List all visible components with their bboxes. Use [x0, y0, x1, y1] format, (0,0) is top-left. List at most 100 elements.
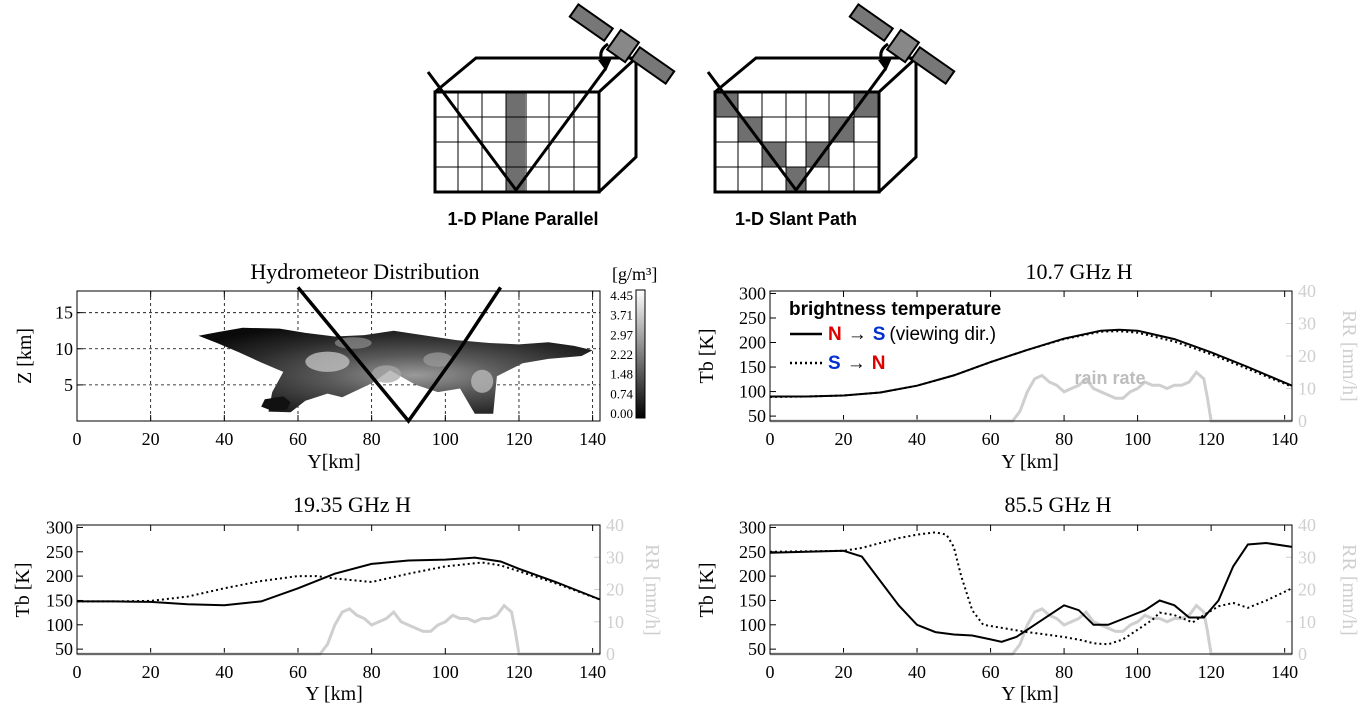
- y-axis-label: Tb [K]: [12, 563, 34, 618]
- right-tick-label: 10: [1298, 612, 1316, 632]
- chart-title: Hydrometeor Distribution: [250, 259, 479, 284]
- colorbar-tick-label: 0.74: [610, 386, 633, 401]
- grid-box-outline: [714, 56, 920, 194]
- y-tick-label: 150: [739, 357, 766, 377]
- x-tick-label: 60: [289, 429, 307, 449]
- grid-box-outline: [434, 56, 640, 194]
- y-tick-label: 15: [55, 303, 73, 323]
- y-tick-label: 250: [46, 542, 73, 562]
- right-tick-label: 0: [1298, 411, 1307, 431]
- legend-note: (viewing dir.): [889, 324, 996, 345]
- right-tick-label: 20: [1298, 580, 1316, 600]
- legend-entry: N → S (viewing dir.): [828, 324, 996, 345]
- x-tick-label: 100: [432, 429, 459, 449]
- x-tick-label: 0: [73, 429, 82, 449]
- x-tick-label: 0: [766, 429, 775, 449]
- plot-frame: [76, 290, 601, 422]
- tb-19-35-chart: 19.35 GHz HY [km]Tb [K]0 20 40 60 80 100 120 14…: [12, 492, 663, 705]
- legend-from: N: [828, 324, 842, 345]
- right-tick-label: 40: [1298, 515, 1316, 535]
- x-axis-label: Y [km]: [305, 683, 363, 705]
- hydrometeor-core: [371, 365, 402, 383]
- x-tick-label: 60: [982, 662, 1000, 682]
- x-tick-label: 140: [579, 662, 606, 682]
- right-axis-label: RR [mm/h]: [641, 544, 663, 636]
- colorbar: [635, 289, 646, 419]
- slant-path-diagram: 1-D Slant Path: [706, 3, 956, 229]
- diagram-caption-slant-path: 1-D Slant Path: [735, 209, 857, 229]
- legend-arrow: →: [848, 324, 867, 345]
- grid-box-front: [713, 90, 881, 194]
- rain-rate-line: [770, 370, 1292, 423]
- x-tick-label: 100: [1124, 429, 1151, 449]
- y-tick-label: 300: [739, 283, 766, 303]
- right-tick-label: 20: [606, 580, 624, 600]
- hydrometeor-chart: Hydrometeor Distribution Y[km] Z [km] 0 20 40…: [14, 259, 657, 473]
- y-axis-label: Tb [K]: [696, 329, 718, 384]
- plot-frame: [769, 524, 1293, 655]
- right-tick-label: 20: [1298, 346, 1316, 366]
- plot-frame: [76, 524, 601, 655]
- rain-rate-line: [770, 603, 1292, 656]
- tb-85-5-chart: 85.5 GHz HY [km]Tb [K]0 20 40 60 80 100 120 140…: [696, 492, 1360, 705]
- x-axis-label: Y [km]: [1001, 683, 1059, 705]
- colorbar-tick-label: 0.00: [610, 406, 633, 421]
- y-tick-label: 100: [46, 615, 73, 635]
- x-tick-label: 0: [73, 662, 82, 682]
- x-tick-label: 60: [289, 662, 307, 682]
- rain-rate-line: [77, 603, 600, 656]
- y-tick-label: 100: [739, 382, 766, 402]
- colorbar-tick-label: 2.22: [610, 347, 633, 362]
- x-axis-label: Y[km]: [307, 451, 360, 473]
- right-tick-label: 10: [606, 612, 624, 632]
- legend-title: brightness temperature: [789, 299, 1001, 320]
- right-tick-label: 10: [1298, 379, 1316, 399]
- x-tick-label: 80: [1055, 662, 1073, 682]
- legend-to: S: [873, 324, 886, 345]
- right-axis-label: RR [mm/h]: [1338, 544, 1360, 636]
- colorbar-tick-label: 4.45: [610, 288, 633, 303]
- satellite-icon: [568, 3, 676, 85]
- x-tick-label: 40: [908, 429, 926, 449]
- diagram-caption-plane-parallel: 1-D Plane Parallel: [447, 209, 598, 229]
- tb-series-s-to-n: [77, 561, 601, 603]
- legend-arrow: →: [847, 353, 866, 374]
- colorbar-unit: [g/m³]: [612, 264, 657, 284]
- chart-title: 10.7 GHz H: [1026, 259, 1133, 284]
- colorbar-tick-label: 2.97: [610, 327, 633, 342]
- x-tick-label: 140: [1271, 429, 1298, 449]
- x-tick-label: 120: [505, 662, 532, 682]
- hydrometeor-blob: [261, 396, 291, 411]
- y-tick-label: 50: [748, 406, 766, 426]
- x-tick-label: 20: [835, 429, 853, 449]
- x-tick-label: 20: [142, 429, 160, 449]
- ray-path: [706, 67, 888, 193]
- ray-path: [426, 67, 608, 193]
- grid-box-front: [433, 90, 601, 194]
- y-tick-label: 300: [739, 517, 766, 537]
- tb-series-n-to-s: [769, 541, 1293, 643]
- hydrometeor-core: [471, 369, 494, 393]
- x-tick-label: 100: [1124, 662, 1151, 682]
- x-tick-label: 120: [1198, 429, 1225, 449]
- x-tick-label: 80: [1055, 429, 1073, 449]
- x-tick-label: 0: [766, 662, 775, 682]
- viewing-ray: [296, 286, 503, 424]
- tb-10-7-chart: 10.7 GHz HY [km]Tb [K]0 20 40 60 80 100 120 140…: [696, 259, 1360, 473]
- x-tick-label: 100: [432, 662, 459, 682]
- right-tick-label: 0: [606, 644, 615, 664]
- x-tick-label: 40: [215, 429, 233, 449]
- x-tick-label: 40: [908, 662, 926, 682]
- right-tick-label: 30: [1298, 547, 1316, 567]
- tb-series-s-to-n: [769, 330, 1293, 398]
- x-tick-label: 140: [579, 429, 606, 449]
- y-tick-label: 10: [55, 339, 73, 359]
- y-tick-label: 250: [739, 542, 766, 562]
- legend-entry: S → N: [828, 353, 885, 374]
- x-tick-label: 80: [363, 429, 381, 449]
- y-tick-label: 100: [739, 615, 766, 635]
- y-tick-label: 150: [46, 590, 73, 610]
- y-tick-label: 300: [46, 517, 73, 537]
- legend-from: S: [828, 353, 841, 374]
- right-axis-label: RR [mm/h]: [1338, 310, 1360, 402]
